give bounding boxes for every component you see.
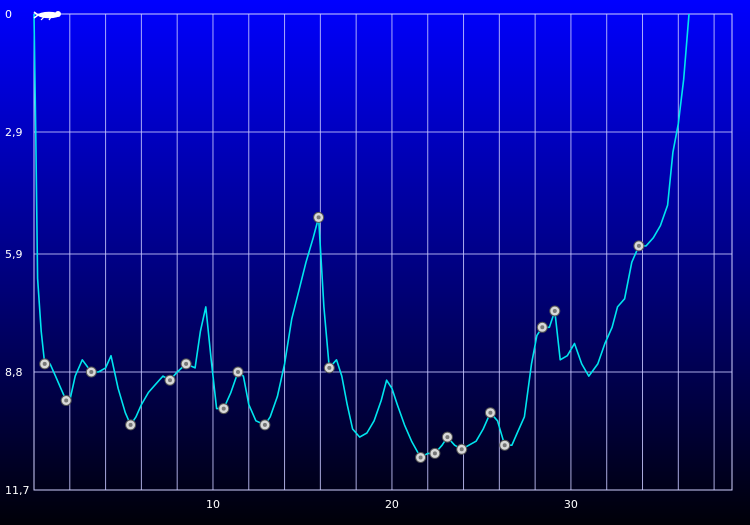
plot-frame bbox=[33, 13, 733, 491]
marker-center bbox=[540, 325, 545, 330]
x-tick-label: 10 bbox=[206, 498, 220, 511]
marker-center bbox=[221, 406, 226, 411]
data-marker bbox=[232, 366, 244, 378]
marker-center bbox=[432, 451, 437, 456]
data-marker bbox=[456, 443, 468, 455]
data-marker bbox=[259, 419, 271, 431]
tick-labels: 0 2,9 5,9 8,8 11,7 10 20 30 bbox=[5, 8, 578, 511]
x-tick-label: 20 bbox=[385, 498, 399, 511]
y-tick-label: 8,8 bbox=[5, 366, 23, 379]
marker-center bbox=[327, 365, 332, 370]
data-marker bbox=[323, 362, 335, 374]
marker-center bbox=[64, 398, 69, 403]
marker-center bbox=[459, 447, 464, 452]
marker-center bbox=[488, 410, 493, 415]
diver-icon bbox=[33, 11, 61, 21]
marker-center bbox=[502, 443, 507, 448]
series bbox=[33, 13, 690, 459]
data-marker bbox=[441, 431, 453, 443]
data-marker bbox=[85, 366, 97, 378]
marker-center bbox=[128, 422, 133, 427]
data-marker bbox=[549, 305, 561, 317]
data-marker bbox=[499, 439, 511, 451]
marker-center bbox=[42, 361, 47, 366]
data-marker bbox=[429, 447, 441, 459]
x-tick-label: 30 bbox=[564, 498, 578, 511]
data-marker bbox=[125, 419, 137, 431]
data-marker bbox=[164, 374, 176, 386]
marker-center bbox=[168, 378, 172, 383]
data-marker bbox=[415, 452, 427, 463]
data-marker bbox=[484, 407, 496, 419]
marker-center bbox=[89, 370, 94, 374]
data-marker bbox=[218, 403, 230, 415]
grid bbox=[33, 13, 733, 491]
marker-center bbox=[236, 370, 240, 374]
marker-center bbox=[636, 243, 641, 248]
marker-center bbox=[418, 455, 423, 460]
data-marker bbox=[180, 358, 192, 370]
marker-center bbox=[445, 435, 450, 440]
data-marker bbox=[313, 211, 325, 223]
data-marker bbox=[39, 358, 51, 370]
data-marker bbox=[60, 395, 72, 406]
marker-center bbox=[184, 361, 189, 366]
y-tick-label: 2,9 bbox=[5, 126, 23, 139]
marker-center bbox=[552, 309, 557, 313]
y-tick-label: 5,9 bbox=[5, 248, 23, 261]
y-tick-label: 0 bbox=[5, 8, 12, 21]
marker-center bbox=[316, 215, 321, 220]
y-tick-label: 11,7 bbox=[5, 484, 30, 497]
markers bbox=[39, 211, 645, 463]
series-line bbox=[33, 13, 690, 459]
marker-center bbox=[262, 422, 267, 427]
data-marker bbox=[536, 321, 548, 333]
data-marker bbox=[633, 240, 645, 252]
